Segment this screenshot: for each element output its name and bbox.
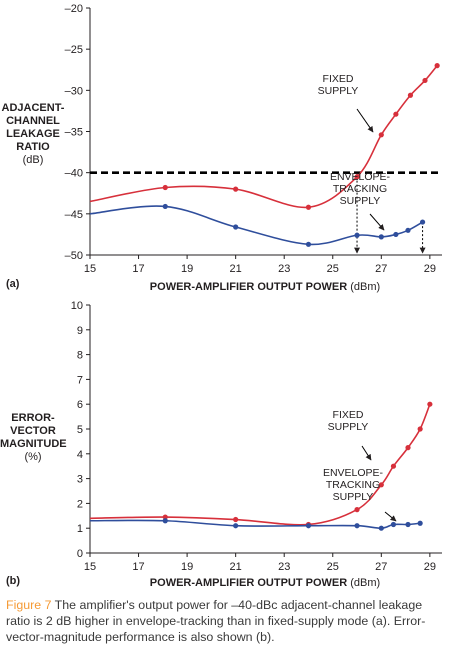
chart-b-envelope-tracking-point <box>417 520 423 526</box>
chart-a-y-tick-label: –30 <box>65 85 83 97</box>
chart-a-y-tick-label: –45 <box>65 209 83 221</box>
chart-a-xlabel: POWER-AMPLIFIER OUTPUT POWER (dBm) <box>149 281 381 293</box>
chart-a-x-tick-label: 27 <box>375 263 387 275</box>
chart-b-envelope-tracking-point <box>405 521 411 528</box>
chart-a-tracking-arrow <box>369 213 385 231</box>
chart-a-envelope-tracking-point <box>233 224 239 230</box>
caption-line-1: The amplifier's output power for –40-dBc… <box>51 598 423 612</box>
chart-b-xlabel: POWER-AMPLIFIER OUTPUT POWER (dBm) <box>149 577 381 589</box>
chart-a-annotation-fixed: SUPPLY <box>318 85 359 97</box>
chart-b-envelope-tracking-point <box>305 523 312 529</box>
chart-a-y-tick-label: –20 <box>65 3 83 15</box>
chart-b-x-tick-label: 29 <box>424 561 436 573</box>
chart-a-panel-tag: (a) <box>6 278 20 290</box>
chart-b-y-tick-label: 2 <box>77 498 83 510</box>
chart-a-envelope-tracking-point <box>378 234 384 240</box>
chart-a-envelope-tracking-point <box>354 232 360 238</box>
chart-b-y-tick-label: 5 <box>77 424 83 436</box>
chart-a-fixed-supply-point <box>378 132 384 138</box>
chart-b-x-tick-label: 27 <box>375 561 387 573</box>
chart-a-x-tick-label: 19 <box>181 263 193 275</box>
chart-a-x-tick-label: 15 <box>84 263 96 275</box>
chart-a-x-tick-label: 21 <box>230 263 242 275</box>
chart-a-y-tick-label: –25 <box>65 44 83 56</box>
chart-b-fixed-supply-point <box>162 514 168 520</box>
chart-b-y-tick-label: 10 <box>71 300 83 312</box>
chart-b-y-tick-label: 7 <box>77 374 83 386</box>
chart-a-fixed-supply-point <box>305 204 312 210</box>
chart-a-envelope-tracking-point <box>405 227 411 233</box>
chart-a-fixed-arrow <box>356 108 374 133</box>
chart-a-y-tick-label: –40 <box>65 168 83 180</box>
chart-a-y-tick-label: –50 <box>65 250 83 262</box>
figure-caption: Figure 7 The amplifier's output power fo… <box>6 597 446 645</box>
chart-a-annotation-tracking: SUPPLY <box>340 195 381 207</box>
chart-b-fixed-supply-point <box>427 401 433 407</box>
chart-b-fixed-supply-point <box>405 445 411 451</box>
chart-b-envelope-tracking-point <box>378 525 384 531</box>
chart-b-panel-tag: (b) <box>6 575 21 587</box>
chart-b-annotation-tracking: SUPPLY <box>333 491 374 503</box>
chart-b-fixed-supply-point <box>354 507 360 513</box>
chart-a-envelope-tracking-point <box>305 241 312 247</box>
chart-b-x-tick-label: 23 <box>278 561 290 573</box>
chart-a-annotation-fixed: FIXED <box>323 73 354 85</box>
chart-b-x-tick-label: 15 <box>84 561 96 573</box>
chart-a-x-tick-label: 25 <box>327 263 339 275</box>
chart-a-fixed-supply-point <box>162 184 168 191</box>
chart-b-y-tick-label: 1 <box>77 523 83 535</box>
chart-b-y-tick-label: 8 <box>77 350 83 362</box>
chart-b-annotation-fixed: FIXED <box>333 409 364 421</box>
chart-b-y-tick-label: 0 <box>77 548 83 560</box>
chart-b-annotation-tracking: TRACKING <box>326 479 380 491</box>
chart-a-y-tick-label: –35 <box>65 127 83 139</box>
chart-a-annotation-tracking: ENVELOPE- <box>330 171 391 183</box>
chart-a-x-tick-label: 17 <box>132 263 144 275</box>
chart-b-tracking-arrow <box>384 511 397 522</box>
chart-b-x-tick-label: 17 <box>132 561 144 573</box>
caption-line-2: ratio is 2 dB higher in envelope-trackin… <box>6 614 426 628</box>
chart-a-annotation-tracking: TRACKING <box>333 183 387 195</box>
chart-b-y-tick-label: 6 <box>77 399 83 411</box>
chart-b-x-tick-label: 19 <box>181 561 193 573</box>
chart-a-fixed-supply-point <box>407 92 414 98</box>
chart-b-annotation-fixed: SUPPLY <box>328 421 369 433</box>
chart-b-envelope-tracking-point <box>354 523 360 529</box>
chart-b-fixed-supply-point <box>378 482 384 488</box>
chart-a-envelope-tracking-point <box>393 231 399 238</box>
chart-b-x-tick-label: 21 <box>230 561 242 573</box>
chart-a-fixed-supply-line <box>89 65 438 209</box>
chart-b-envelope-tracking-point <box>233 523 239 529</box>
chart-b-y-tick-label: 4 <box>77 449 83 461</box>
chart-a-fixed-supply-point <box>354 174 360 180</box>
chart-b-envelope-tracking-point <box>390 521 397 528</box>
chart-b-y-tick-label: 3 <box>77 474 83 486</box>
chart-a-fixed-supply-point <box>434 63 440 69</box>
chart-b-fixed-arrow <box>361 445 372 461</box>
chart-b-y-tick-label: 9 <box>77 325 83 337</box>
chart-b-fixed-supply-point <box>390 463 397 469</box>
chart-a-ylabel: ADJACENT- CHANNEL LEAKAGE RATIO (dB) <box>1 102 65 166</box>
chart-a-envelope-tracking-point <box>419 219 426 225</box>
chart-a-fixed-supply-point <box>393 111 399 117</box>
chart-a-fixed-supply-point <box>422 77 428 84</box>
chart-b-x-tick-label: 25 <box>327 561 339 573</box>
chart-b-fixed-supply-point <box>417 426 423 432</box>
chart-a-envelope-tracking-point <box>162 203 168 210</box>
caption-line-3: vector-magnitude performance is also sho… <box>6 630 275 644</box>
chart-b-fixed-supply-line <box>89 403 431 526</box>
chart-b-annotation-tracking: ENVELOPE- <box>323 467 384 479</box>
chart-a-x-tick-label: 29 <box>424 263 436 275</box>
chart-a-envelope-tracking-line <box>89 205 423 246</box>
chart-b-envelope-tracking-point <box>162 518 168 524</box>
chart-b-ylabel: ERROR- VECTOR MAGNITUDE (%) <box>0 412 67 463</box>
chart-b-fixed-supply-point <box>233 516 239 523</box>
chart-a-fixed-supply-point <box>233 186 239 192</box>
caption-lead: Figure 7 <box>6 598 52 612</box>
chart-a-x-tick-label: 23 <box>278 263 290 275</box>
